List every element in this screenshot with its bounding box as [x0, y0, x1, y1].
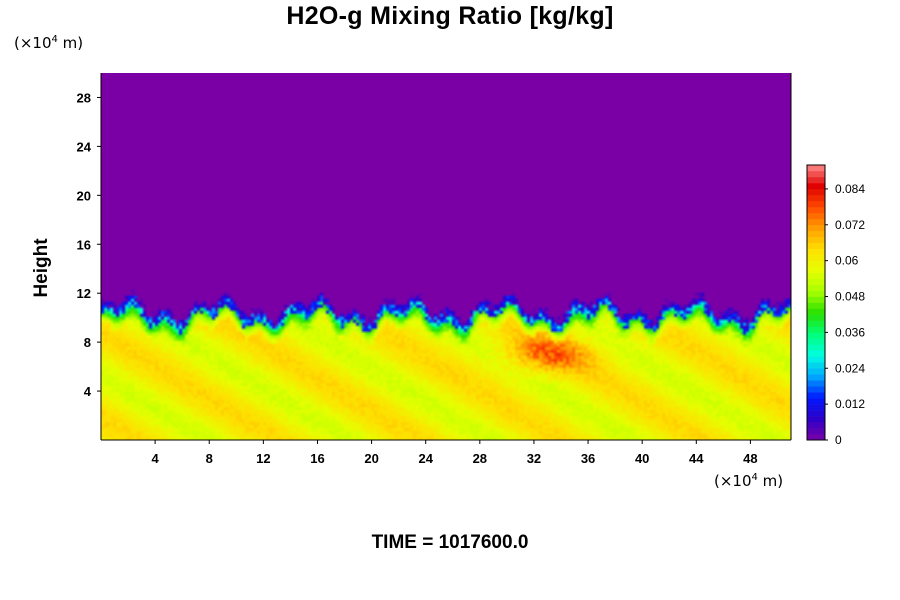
colorbar-segment	[807, 434, 825, 441]
colorbar-tick-label: 0.012	[835, 397, 865, 411]
x-tick-label: 48	[743, 451, 757, 466]
colorbar-segment	[807, 242, 825, 249]
x-tick-label: 16	[310, 451, 324, 466]
x-tick-label: 40	[635, 451, 649, 466]
heatmap-field	[101, 73, 791, 440]
colorbar-segment	[807, 165, 825, 172]
colorbar-segment	[807, 272, 825, 279]
colorbar-segment	[807, 422, 825, 429]
colorbar-frame	[806, 164, 826, 441]
x-tick-label: 20	[364, 451, 378, 466]
time-label: TIME = 1017600.0	[371, 532, 529, 553]
colorbar-segment	[807, 302, 825, 309]
colorbar-segment	[807, 212, 825, 220]
colorbar-segment	[807, 182, 825, 190]
colorbar-segment	[807, 410, 825, 417]
colorbar-segment	[807, 398, 825, 405]
colorbar-segment	[807, 188, 825, 196]
colorbar-tick-label: 0.072	[835, 218, 865, 232]
colorbar-segment	[807, 314, 825, 321]
y-tick-label: 4	[84, 384, 92, 399]
x-tick-label: 12	[256, 451, 270, 466]
y-tick-label: 8	[84, 335, 91, 350]
colorbar-tick-label: 0	[835, 433, 842, 447]
x-tick-label: 32	[527, 451, 541, 466]
colorbar-segment	[807, 194, 825, 202]
colorbar-segment	[807, 368, 825, 375]
colorbar-segment	[807, 170, 825, 178]
colorbar-segment	[807, 344, 825, 351]
y-tick-label: 28	[77, 90, 91, 105]
colorbar-segment	[807, 320, 825, 327]
colorbar-segment	[807, 332, 825, 339]
colorbar-segment	[807, 392, 825, 399]
y-tick-label: 24	[77, 139, 92, 154]
colorbar-segment	[807, 200, 825, 208]
colorbar-segment	[807, 308, 825, 315]
y-axis-unit: (×104 m)	[14, 34, 84, 52]
colorbar-segment	[807, 338, 825, 345]
colorbar-segment	[807, 428, 825, 435]
colorbar-segment	[807, 266, 825, 273]
colorbar-segment	[807, 350, 825, 357]
colorbar-segment	[807, 206, 825, 214]
colorbar-segment	[807, 236, 825, 244]
colorbar-segment	[807, 284, 825, 291]
x-tick-label: 4	[152, 451, 160, 466]
y-tick-label: 20	[77, 188, 91, 203]
x-tick-label: 8	[206, 451, 213, 466]
colorbar-segment	[807, 278, 825, 285]
colorbar-tick-label: 0.036	[835, 325, 865, 339]
colorbar-segment	[807, 356, 825, 363]
colorbar-segment	[807, 380, 825, 387]
colorbar-segment	[807, 218, 825, 226]
colorbar-tick-label: 0.084	[835, 182, 865, 196]
x-tick-label: 44	[689, 451, 704, 466]
colorbar-segment	[807, 254, 825, 261]
colorbar-segment	[807, 386, 825, 393]
chart-title: H2O-g Mixing Ratio [kg/kg]	[286, 2, 614, 30]
x-tick-label: 28	[473, 451, 487, 466]
y-tick-label: 12	[77, 286, 91, 301]
x-tick-label: 36	[581, 451, 595, 466]
colorbar-segment	[807, 230, 825, 238]
colorbar-segment	[807, 260, 825, 267]
colorbar-segment	[807, 290, 825, 297]
colorbar-segment	[807, 176, 825, 184]
colorbar-segment	[807, 248, 825, 255]
colorbar-segment	[807, 224, 825, 232]
colorbar-tick-label: 0.048	[835, 290, 865, 304]
colorbar-tick-label: 0.06	[835, 254, 859, 268]
x-tick-label: 24	[418, 451, 433, 466]
colorbar-segment	[807, 404, 825, 411]
colorbar-segment	[807, 362, 825, 369]
y-tick-label: 16	[77, 237, 91, 252]
colorbar-segment	[807, 296, 825, 303]
colorbar-segment	[807, 374, 825, 381]
x-axis-unit: (×104 m)	[714, 472, 784, 490]
colorbar-tick-label: 0.024	[835, 361, 865, 375]
colorbar-segment	[807, 416, 825, 423]
colorbar-segment	[807, 326, 825, 333]
